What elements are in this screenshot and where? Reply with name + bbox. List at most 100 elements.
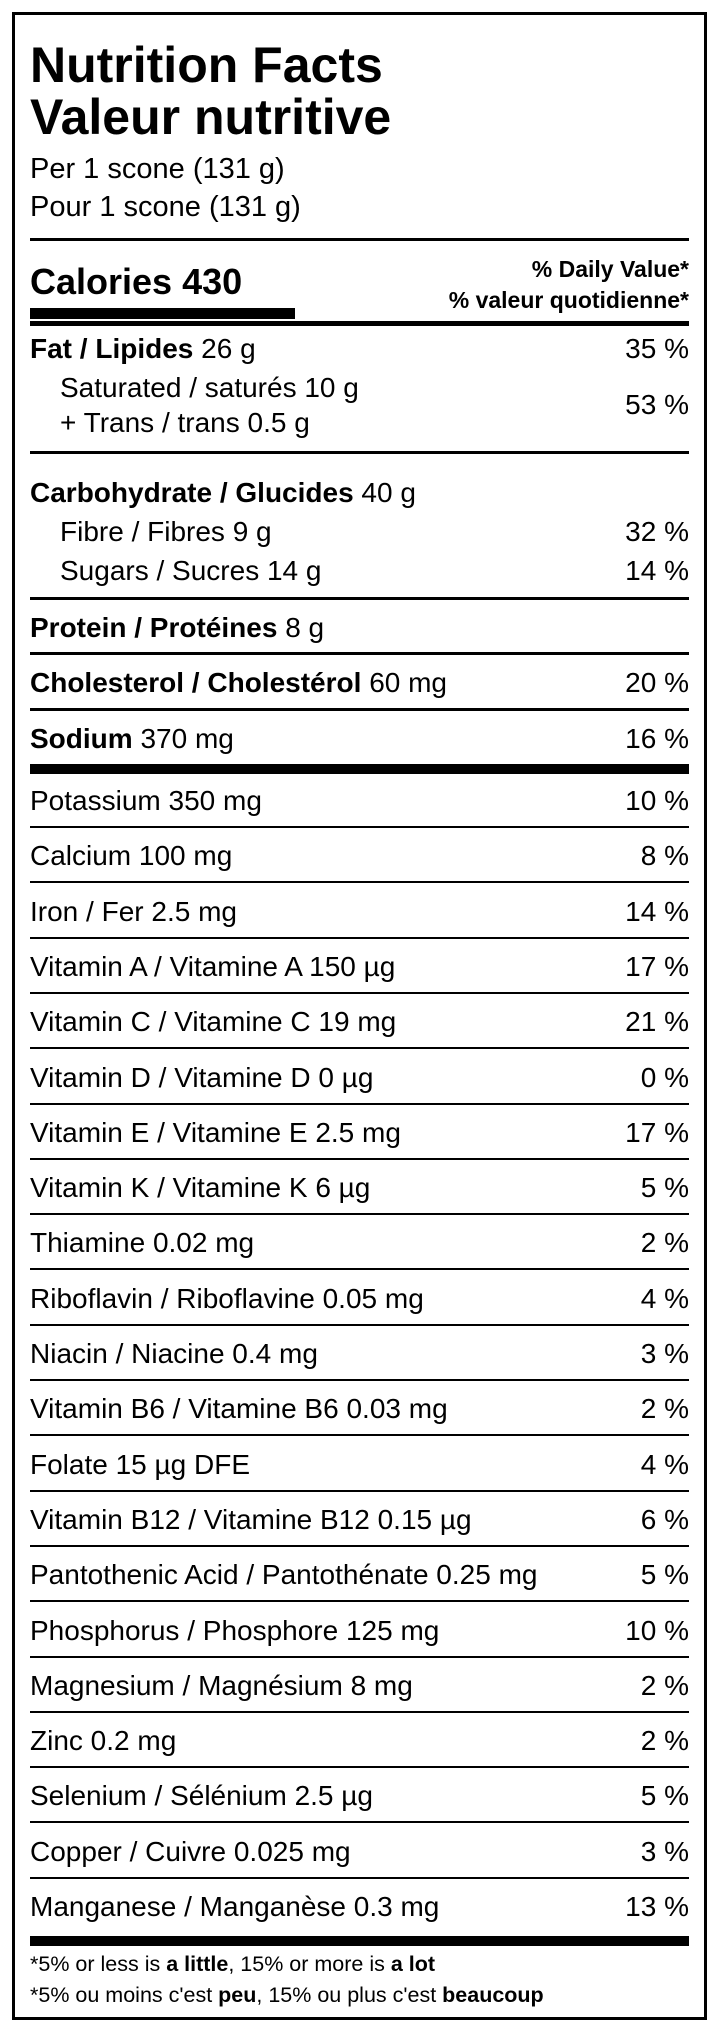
cholesterol-dv: 20 % bbox=[625, 667, 689, 698]
saturated-dv: 53 % bbox=[625, 389, 689, 420]
footnote-english: *5% or less is a little, 15% or more is … bbox=[30, 1952, 436, 1976]
sodium-amount: 370 mg bbox=[140, 723, 234, 754]
daily-value-header-english: % Daily Value* bbox=[531, 256, 689, 282]
rule-under-serving bbox=[30, 238, 689, 241]
calories-value: 430 bbox=[182, 261, 243, 302]
micronutrient-divider bbox=[30, 1876, 689, 1879]
micronutrient-label: Pantothenic Acid / Pantothénate 0.25 mg bbox=[30, 1559, 538, 1591]
micronutrient-dv: 4 % bbox=[640, 1282, 689, 1314]
thick-rule-before-footnote bbox=[30, 1936, 689, 1946]
micronutrient-label: Calcium 100 mg bbox=[30, 840, 233, 872]
micronutrient-label: Vitamin B6 / Vitamine B6 0.03 mg bbox=[30, 1393, 448, 1425]
micronutrient-divider bbox=[30, 936, 689, 939]
fibre-dv: 32 % bbox=[625, 516, 689, 547]
micronutrient-label: Phosphorus / Phosphore 125 mg bbox=[30, 1614, 440, 1646]
calories-label: Calories bbox=[30, 261, 173, 302]
rule-after-fat bbox=[30, 451, 689, 454]
micronutrient-divider bbox=[30, 1710, 689, 1713]
fat-label: Fat / Lipides bbox=[30, 333, 194, 364]
sodium-label: Sodium bbox=[30, 723, 133, 754]
micronutrient-dv: 8 % bbox=[640, 840, 689, 872]
carbohydrate-amount: 40 g bbox=[361, 477, 416, 508]
micronutrient-label: Selenium / Sélénium 2.5 µg bbox=[30, 1780, 373, 1812]
calories-bar bbox=[30, 308, 295, 319]
micronutrient-divider bbox=[30, 1544, 689, 1547]
calories: Calories 430 bbox=[30, 262, 242, 302]
micronutrient-divider bbox=[30, 1268, 689, 1271]
micronutrient-divider bbox=[30, 1489, 689, 1492]
micronutrient-divider bbox=[30, 1766, 689, 1769]
micronutrient-divider bbox=[30, 881, 689, 884]
micronutrient-divider bbox=[30, 1379, 689, 1381]
saturated-label: Saturated / saturés 10 g bbox=[60, 372, 359, 403]
micronutrient-dv: 2 % bbox=[640, 1393, 689, 1425]
micronutrient-label: Iron / Fer 2.5 mg bbox=[30, 895, 237, 927]
micronutrient-divider bbox=[30, 1655, 689, 1658]
rule-after-carbohydrate bbox=[30, 597, 689, 600]
micronutrient-dv: 3 % bbox=[640, 1338, 689, 1369]
footnote-french: *5% ou moins c'est peu, 15% ou plus c'es… bbox=[30, 1983, 544, 2007]
micronutrient-dv: 3 % bbox=[640, 1835, 689, 1867]
cholesterol-label: Cholesterol / Cholestérol bbox=[30, 667, 362, 698]
micronutrient-dv: 17 % bbox=[625, 950, 689, 982]
rule-after-cholesterol bbox=[30, 708, 689, 711]
micronutrient-divider bbox=[30, 1102, 689, 1105]
sugars-label: Sugars / Sucres 14 g bbox=[60, 555, 322, 586]
micronutrient-label: Niacin / Niacine 0.4 mg bbox=[30, 1338, 318, 1369]
micronutrient-label: Vitamin D / Vitamine D 0 µg bbox=[30, 1061, 374, 1093]
micronutrient-divider bbox=[30, 991, 689, 994]
carbohydrate-label: Carbohydrate / Glucides bbox=[30, 477, 354, 508]
micronutrient-dv: 5 % bbox=[640, 1780, 689, 1812]
daily-value-header-french: % valeur quotidienne* bbox=[448, 287, 689, 313]
label-content: Nutrition Facts Valeur nutritive Per 1 s… bbox=[30, 15, 689, 2017]
micronutrient-divider bbox=[30, 1047, 689, 1050]
thick-rule-before-micronutrients bbox=[30, 764, 689, 774]
micronutrient-dv: 2 % bbox=[640, 1669, 689, 1701]
micronutrient-divider bbox=[30, 1434, 689, 1437]
micronutrient-divider bbox=[30, 1213, 689, 1216]
micronutrient-dv: 0 % bbox=[640, 1061, 689, 1093]
micronutrient-dv: 5 % bbox=[640, 1172, 689, 1204]
protein-label: Protein / Protéines bbox=[30, 612, 278, 643]
rule-after-protein bbox=[30, 652, 689, 655]
micronutrient-label: Vitamin B12 / Vitamine B12 0.15 µg bbox=[30, 1503, 472, 1535]
micronutrient-divider bbox=[30, 1600, 689, 1603]
sugars-dv: 14 % bbox=[625, 555, 689, 586]
micronutrient-dv: 10 % bbox=[625, 785, 689, 816]
micronutrient-label: Magnesium / Magnésium 8 mg bbox=[30, 1669, 413, 1701]
micronutrient-divider bbox=[30, 826, 689, 828]
micronutrient-divider bbox=[30, 1821, 689, 1824]
micronutrient-label: Thiamine 0.02 mg bbox=[30, 1227, 255, 1259]
fibre-label: Fibre / Fibres 9 g bbox=[60, 516, 272, 547]
title-french: Valeur nutritive bbox=[30, 89, 392, 145]
micronutrient-dv: 21 % bbox=[625, 1006, 689, 1038]
rule-under-calories bbox=[30, 321, 689, 326]
micronutrient-dv: 2 % bbox=[640, 1227, 689, 1259]
micronutrient-label: Folate 15 µg DFE bbox=[30, 1448, 251, 1480]
micronutrient-dv: 10 % bbox=[625, 1614, 689, 1646]
micronutrient-dv: 6 % bbox=[640, 1503, 689, 1535]
micronutrient-label: Vitamin E / Vitamine E 2.5 mg bbox=[30, 1116, 401, 1148]
sodium-dv: 16 % bbox=[625, 723, 689, 754]
micronutrient-label: Vitamin C / Vitamine C 19 mg bbox=[30, 1006, 397, 1038]
micronutrient-label: Potassium 350 mg bbox=[30, 785, 262, 816]
micronutrient-dv: 17 % bbox=[625, 1116, 689, 1148]
cholesterol-amount: 60 mg bbox=[369, 667, 448, 698]
fat-amount: 26 g bbox=[201, 333, 256, 364]
nutrition-facts-label: Nutrition Facts Valeur nutritive Per 1 s… bbox=[12, 12, 707, 2020]
micronutrient-dv: 2 % bbox=[640, 1725, 689, 1757]
serving-size-english: Per 1 scone (131 g) bbox=[30, 153, 285, 185]
serving-size-french: Pour 1 scone (131 g) bbox=[30, 191, 301, 223]
micronutrient-dv: 5 % bbox=[640, 1559, 689, 1591]
title-english: Nutrition Facts bbox=[30, 37, 383, 93]
micronutrient-dv: 14 % bbox=[625, 895, 689, 927]
micronutrient-label: Vitamin A / Vitamine A 150 µg bbox=[30, 950, 396, 982]
protein-amount: 8 g bbox=[285, 612, 325, 643]
trans-label: + Trans / trans 0.5 g bbox=[60, 407, 310, 438]
micronutrient-label: Zinc 0.2 mg bbox=[30, 1725, 177, 1757]
micronutrient-dv: 13 % bbox=[625, 1891, 689, 1922]
micronutrient-label: Manganese / Manganèse 0.3 mg bbox=[30, 1891, 440, 1922]
micronutrient-dv: 4 % bbox=[640, 1448, 689, 1480]
micronutrient-label: Riboflavin / Riboflavine 0.05 mg bbox=[30, 1282, 424, 1314]
micronutrient-divider bbox=[30, 1157, 689, 1160]
